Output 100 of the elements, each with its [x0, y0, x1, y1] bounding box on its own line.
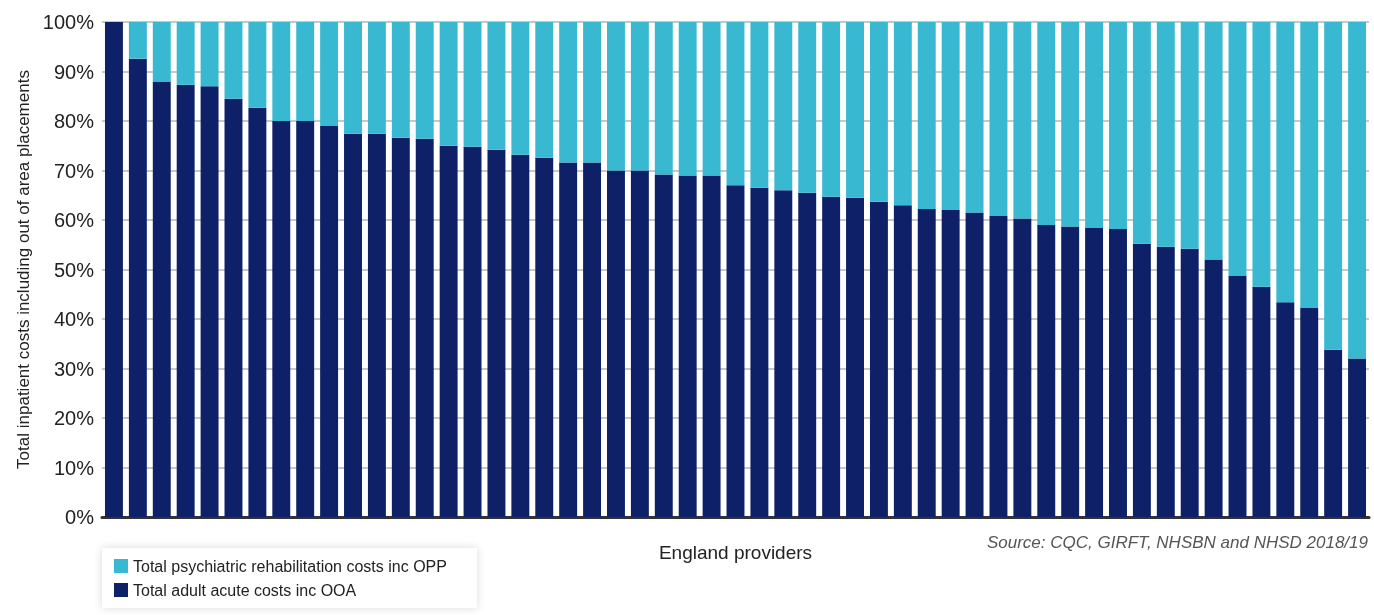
- bar: [296, 121, 315, 517]
- y-tick-label: 40%: [53, 308, 95, 330]
- bar: [607, 170, 625, 517]
- bar: [1300, 22, 1319, 309]
- bar: [439, 22, 458, 146]
- bar: [439, 145, 458, 517]
- bar: [559, 162, 578, 517]
- bar: [535, 22, 554, 158]
- bar: [1300, 308, 1319, 517]
- bar: [893, 22, 912, 206]
- y-tick-label: 50%: [53, 258, 95, 281]
- bar: [583, 22, 602, 163]
- y-tick-label: 90%: [53, 60, 95, 83]
- bar: [463, 22, 482, 147]
- y-tick-label: 80%: [53, 110, 95, 132]
- bar: [272, 22, 291, 121]
- bar: [1085, 22, 1104, 228]
- bar: [1156, 246, 1175, 517]
- bar: [391, 22, 410, 138]
- bar: [846, 197, 864, 517]
- bar: [678, 175, 697, 517]
- bar: [750, 187, 769, 517]
- bar: [1132, 243, 1151, 517]
- bar: [391, 137, 410, 517]
- bar: [128, 58, 147, 517]
- bar: [678, 22, 697, 176]
- bar: [1013, 218, 1032, 517]
- bar: [320, 125, 339, 517]
- bar: [1276, 22, 1295, 303]
- y-tick-label: 10%: [53, 456, 95, 479]
- bar: [1061, 226, 1080, 517]
- bar: [320, 22, 339, 126]
- bar: [224, 98, 243, 517]
- bar: [248, 107, 267, 517]
- bar: [344, 22, 362, 134]
- bar: [630, 22, 649, 171]
- y-axis-title: Total inpatient costs including out of area placements: [13, 70, 33, 469]
- bar: [176, 22, 195, 85]
- bar: [344, 133, 362, 517]
- bar: [200, 22, 219, 87]
- bar: [583, 162, 602, 517]
- bar: [798, 22, 817, 193]
- bar: [1085, 227, 1104, 517]
- source-note: Source: CQC, GIRFT, NHSBN and NHSD 2018/19: [986, 533, 1369, 552]
- bar: [1109, 228, 1127, 517]
- bar: [989, 22, 1008, 217]
- bar: [869, 201, 888, 517]
- bar: [726, 22, 745, 186]
- bar: [128, 22, 147, 59]
- bar: [511, 22, 530, 155]
- bar: [774, 190, 793, 517]
- bar: [702, 175, 721, 517]
- bar: [152, 22, 171, 82]
- bar: [941, 210, 960, 517]
- bar: [1276, 302, 1295, 517]
- bar: [1061, 22, 1080, 227]
- bar: [822, 196, 841, 517]
- bar: [367, 22, 386, 134]
- bar: [1180, 248, 1199, 517]
- bar: [654, 22, 673, 175]
- y-tick-label: 70%: [53, 159, 95, 182]
- bar: [1156, 22, 1175, 247]
- bar: [774, 22, 793, 191]
- bar: [989, 216, 1008, 517]
- y-tick-label: 100%: [42, 11, 95, 33]
- bar: [1324, 349, 1343, 517]
- bar: [630, 170, 649, 517]
- bar: [1037, 22, 1056, 225]
- bar: [1252, 22, 1271, 287]
- bar: [1228, 275, 1247, 517]
- bar: [941, 22, 960, 211]
- bar: [463, 146, 482, 517]
- bar: [487, 22, 506, 150]
- bar: [1037, 224, 1056, 517]
- bar: [607, 22, 625, 171]
- bar: [917, 22, 936, 210]
- bar: [415, 138, 434, 517]
- y-tick-label: 0%: [65, 506, 95, 528]
- bar: [965, 212, 984, 517]
- bar: [535, 157, 554, 517]
- bar: [1204, 259, 1223, 517]
- bar: [846, 22, 864, 198]
- bar: [224, 22, 243, 99]
- bar: [296, 22, 315, 121]
- bar: [917, 209, 936, 517]
- y-tick-label: 20%: [53, 407, 95, 429]
- y-tick-label: 30%: [53, 357, 95, 380]
- bar: [487, 149, 506, 517]
- bar: [893, 205, 912, 517]
- bar: [1252, 286, 1271, 517]
- bar: [702, 22, 721, 176]
- bar: [822, 22, 841, 197]
- bar: [1348, 22, 1367, 359]
- bar: [1204, 22, 1223, 260]
- bar: [1324, 22, 1343, 350]
- y-tick-label: 60%: [53, 209, 95, 231]
- bar: [152, 81, 171, 517]
- bar: [654, 174, 673, 517]
- bar: [750, 22, 769, 188]
- legend-label: Total adult acute costs inc OOA: [133, 581, 357, 599]
